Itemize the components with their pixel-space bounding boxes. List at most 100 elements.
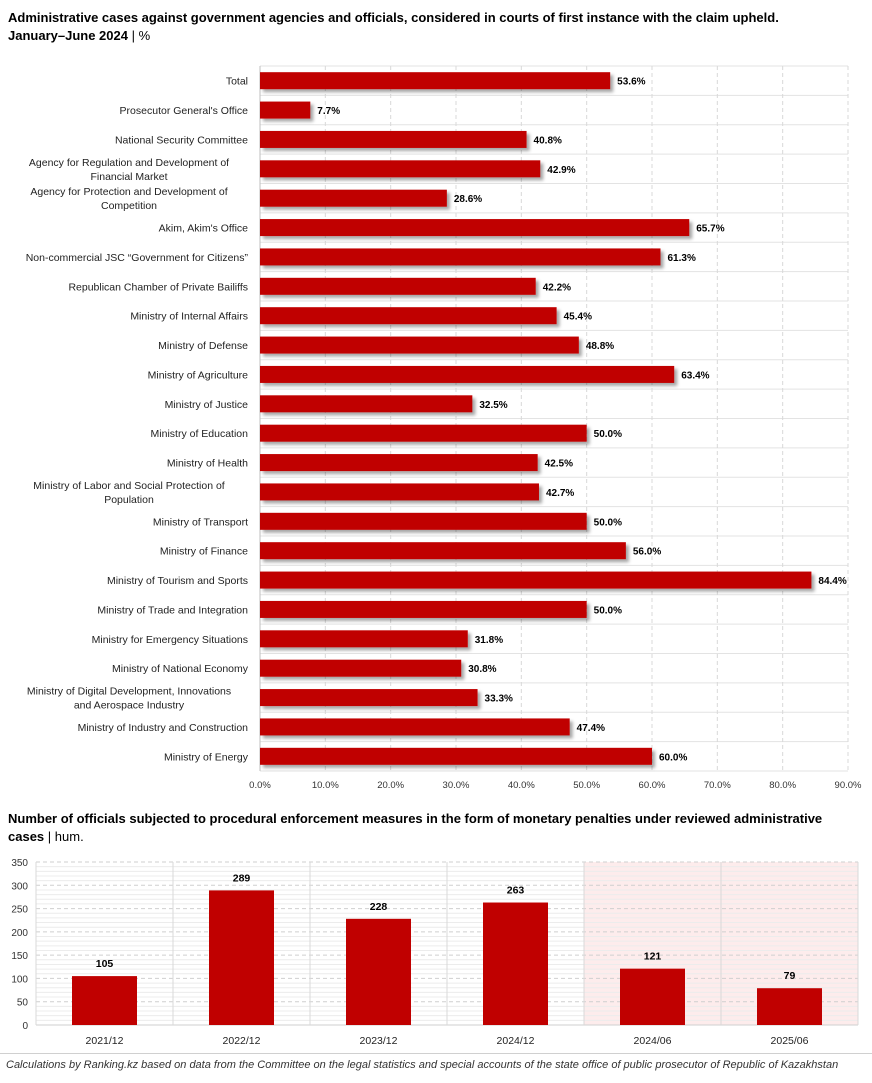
bar xyxy=(757,988,822,1025)
x-tick-label: 50.0% xyxy=(573,780,600,791)
bar xyxy=(260,365,675,383)
bar xyxy=(260,130,527,148)
category-label: Ministry of Trade and Integration xyxy=(97,604,248,616)
bar xyxy=(260,424,587,442)
category-label: Ministry of Energy xyxy=(164,751,249,763)
bar-value-label: 53.6% xyxy=(617,77,645,88)
bar-value-label: 33.3% xyxy=(485,694,513,705)
x-tick-label: 90.0% xyxy=(835,780,862,791)
category-label: Ministry of Finance xyxy=(160,546,248,558)
bar xyxy=(260,571,812,589)
bar xyxy=(260,630,468,648)
bar xyxy=(260,160,541,178)
chart2-title: Number of officials subjected to procedu… xyxy=(8,810,838,846)
bar xyxy=(260,307,557,325)
bar xyxy=(72,976,137,1025)
bar-value-label: 32.5% xyxy=(479,400,507,411)
category-label: Ministry of Defense xyxy=(158,340,248,352)
bar xyxy=(260,600,587,618)
bar-value-label: 84.4% xyxy=(818,576,846,587)
category-label: 2024/06 xyxy=(634,1035,672,1047)
category-label: Ministry of Transport xyxy=(153,516,248,528)
bar-value-label: 263 xyxy=(507,885,525,897)
chart2-unit: hum. xyxy=(54,829,84,844)
bar xyxy=(260,189,447,207)
chart2-category-labels: 2021/12 2022/12 2023/12 2024/12 2024/06 2025/… xyxy=(86,1035,809,1047)
category-label: Ministry of Internal Affairs xyxy=(130,311,248,323)
category-label: 2023/12 xyxy=(360,1035,398,1047)
bar xyxy=(260,659,462,677)
bar xyxy=(260,542,626,560)
chart1-bars xyxy=(260,72,812,765)
bar xyxy=(260,277,536,295)
bar-value-label: 30.8% xyxy=(468,664,496,675)
bar-value-label: 50.0% xyxy=(594,429,622,440)
bar-value-label: 61.3% xyxy=(667,253,695,264)
bar xyxy=(260,101,311,119)
category-label: Prosecutor General's Office xyxy=(120,105,249,117)
category-label: 2022/12 xyxy=(223,1035,261,1047)
bar xyxy=(620,968,685,1025)
bar xyxy=(260,483,539,501)
chart2-gridlines xyxy=(35,861,859,1026)
chart1-category-labels: Total Prosecutor General's Office National… xyxy=(26,76,249,764)
bar xyxy=(483,902,548,1025)
bar-value-label: 289 xyxy=(233,872,251,884)
bar-value-label: 48.8% xyxy=(586,341,614,352)
bar-value-label: 40.8% xyxy=(534,135,562,146)
category-label: Non-commercial JSC “Government for Citiz… xyxy=(26,252,249,264)
category-label: Ministry of Health xyxy=(167,458,248,470)
category-label: Republican Chamber of Private Bailiffs xyxy=(68,281,248,293)
chart2-y-tick-labels: 0 50 100 150 200 250 300 350 xyxy=(11,858,28,1032)
y-tick-label: 50 xyxy=(17,998,29,1009)
bar xyxy=(209,890,274,1025)
bar xyxy=(260,454,538,472)
bar xyxy=(260,219,690,237)
bar-value-label: 65.7% xyxy=(696,224,724,235)
category-label: Total xyxy=(226,76,248,88)
bar-value-label: 7.7% xyxy=(317,106,340,117)
chart1-subtitle: January–June 2024 xyxy=(8,28,128,43)
category-label: Ministry of Justice xyxy=(165,399,249,411)
category-label: Ministry for Emergency Situations xyxy=(92,634,248,646)
bar-value-label: 28.6% xyxy=(454,194,482,205)
bar xyxy=(260,689,478,707)
category-label: Ministry of National Economy xyxy=(112,663,249,675)
bar-value-label: 42.2% xyxy=(543,282,571,293)
x-tick-label: 30.0% xyxy=(443,780,470,791)
bar-value-label: 79 xyxy=(784,970,796,982)
footer-divider xyxy=(0,1053,872,1054)
bar-value-label: 31.8% xyxy=(475,635,503,646)
y-tick-label: 250 xyxy=(11,905,28,916)
chart1-gridlines xyxy=(259,65,849,772)
bar-value-label: 47.4% xyxy=(577,723,605,734)
y-tick-label: 300 xyxy=(11,881,28,892)
bar-value-label: 228 xyxy=(370,901,388,913)
category-label: Agency for Protection and Development of… xyxy=(30,186,227,212)
x-tick-label: 70.0% xyxy=(704,780,731,791)
chart1-value-labels: 53.6% 7.7% 40.8% 42.9% 28.6% 65.7% 61.3% 42.2% 4… xyxy=(317,77,847,764)
x-tick-label: 0.0% xyxy=(249,780,271,791)
chart1-unit-separator: | xyxy=(131,28,139,43)
x-tick-label: 80.0% xyxy=(769,780,796,791)
chart2-value-labels: 105 289 228 263 121 79 xyxy=(96,872,796,982)
y-tick-label: 200 xyxy=(11,928,28,939)
bar-value-label: 45.4% xyxy=(564,312,592,323)
bar-value-label: 42.9% xyxy=(547,165,575,176)
bar xyxy=(260,747,652,765)
category-label: Agency for Regulation and Development of… xyxy=(29,157,229,183)
source-footnote: Calculations by Ranking.kz based on data… xyxy=(6,1059,839,1071)
bar-value-label: 50.0% xyxy=(594,605,622,616)
category-label: Ministry of Education xyxy=(151,428,249,440)
x-tick-label: 40.0% xyxy=(508,780,535,791)
horizontal-bar-chart: Total Prosecutor General's Office National… xyxy=(26,65,862,791)
chart1-unit: % xyxy=(138,28,151,43)
chart2-unit-separator: | xyxy=(47,829,55,844)
x-tick-label: 60.0% xyxy=(639,780,666,791)
bar-value-label: 56.0% xyxy=(633,547,661,558)
bar-value-label: 105 xyxy=(96,958,114,970)
bar-value-label: 63.4% xyxy=(681,370,709,381)
category-label: 2024/12 xyxy=(497,1035,535,1047)
y-tick-label: 0 xyxy=(22,1021,28,1032)
